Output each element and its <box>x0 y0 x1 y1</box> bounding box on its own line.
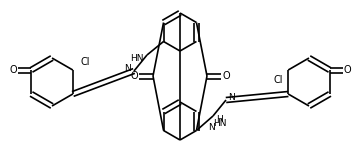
Text: HN: HN <box>130 54 144 62</box>
Text: Cl: Cl <box>81 57 90 67</box>
Text: O: O <box>222 71 230 81</box>
Text: N: N <box>208 123 214 131</box>
Text: N: N <box>228 93 235 101</box>
Text: O: O <box>9 65 17 75</box>
Text: H: H <box>216 114 223 123</box>
Text: O: O <box>344 65 352 75</box>
Text: Cl: Cl <box>274 75 283 85</box>
Text: O: O <box>130 71 138 81</box>
Text: HN: HN <box>213 119 226 129</box>
Text: N: N <box>124 63 131 73</box>
